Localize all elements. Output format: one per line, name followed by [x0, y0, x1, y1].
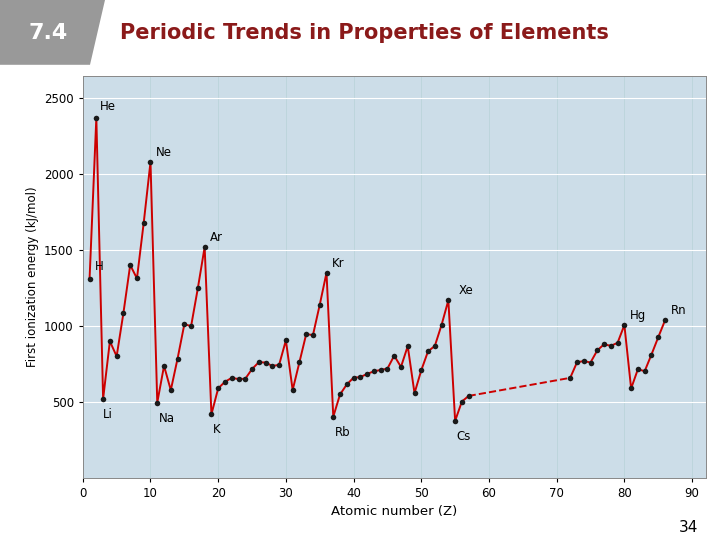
Text: 34: 34	[679, 519, 698, 535]
Text: Xe: Xe	[459, 284, 473, 297]
Text: Li: Li	[103, 408, 113, 421]
Text: Ne: Ne	[156, 146, 172, 159]
Text: Kr: Kr	[332, 256, 345, 270]
Text: He: He	[100, 100, 116, 113]
Text: Na: Na	[158, 411, 175, 425]
Text: Hg: Hg	[630, 309, 646, 322]
Text: Rn: Rn	[670, 305, 686, 318]
Text: K: K	[213, 423, 220, 436]
Text: Cs: Cs	[456, 430, 471, 443]
Text: 7.4: 7.4	[28, 23, 68, 43]
Y-axis label: First ionization energy (kJ/mol): First ionization energy (kJ/mol)	[26, 186, 39, 367]
Text: Ar: Ar	[210, 231, 223, 244]
Text: H: H	[95, 260, 104, 273]
Text: Rb: Rb	[335, 426, 350, 439]
Polygon shape	[0, 0, 105, 65]
X-axis label: Atomic number (Z): Atomic number (Z)	[331, 505, 457, 518]
Text: Periodic Trends in Properties of Elements: Periodic Trends in Properties of Element…	[120, 23, 609, 43]
